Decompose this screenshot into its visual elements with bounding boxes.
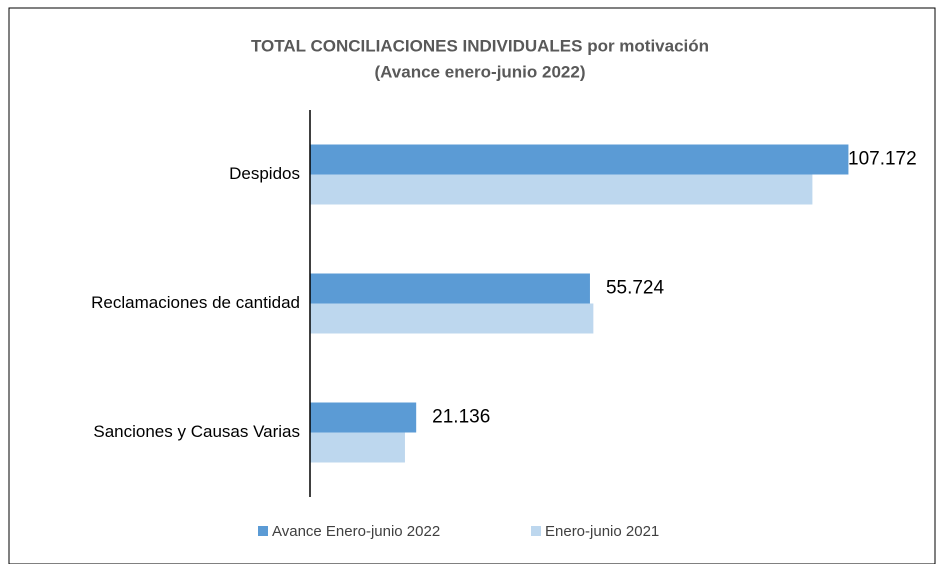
bar (310, 303, 594, 334)
y-tick-label: Sanciones y Causas Varias (93, 422, 300, 441)
value-label: 21.136 (432, 407, 490, 428)
bar (310, 174, 813, 205)
legend-swatch (258, 526, 268, 536)
legend-label: Enero-junio 2021 (545, 523, 659, 540)
chart-title: TOTAL CONCILIACIONES INDIVIDUALES por mo… (251, 36, 709, 55)
y-tick-label: Despidos (229, 164, 300, 183)
legend-label: Avance Enero-junio 2022 (272, 523, 440, 540)
bar (310, 432, 405, 463)
bar (310, 273, 590, 304)
y-tick-label: Reclamaciones de cantidad (91, 293, 300, 312)
chart-subtitle: (Avance enero-junio 2022) (375, 62, 586, 81)
value-label: 107.172 (848, 149, 917, 170)
bar (310, 402, 417, 433)
bar (310, 144, 849, 175)
value-label: 55.724 (606, 278, 665, 299)
legend-swatch (531, 526, 541, 536)
